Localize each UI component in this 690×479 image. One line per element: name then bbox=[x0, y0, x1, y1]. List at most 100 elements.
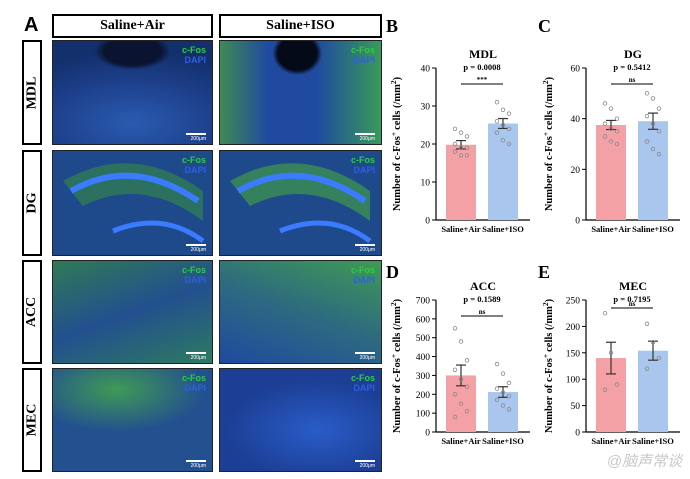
panel-e-ytick-label: 150 bbox=[566, 349, 581, 359]
panel-b-point-1 bbox=[506, 111, 512, 116]
panel-b-point-1 bbox=[494, 118, 500, 124]
panel-b-point-0 bbox=[458, 145, 464, 150]
panel-c-point-0 bbox=[602, 101, 608, 106]
panel-d-point-1 bbox=[494, 361, 500, 367]
panel-d-title: ACC bbox=[470, 279, 496, 293]
panel-d-ytick-label: 500 bbox=[416, 334, 431, 344]
chart-panel-b: B MDL Number of c-Fos+cells (/mm2) 0 10 20 30 4… bbox=[386, 16, 530, 234]
panel-d-point-1 bbox=[494, 397, 500, 403]
panel-a-letter: A bbox=[24, 14, 39, 36]
panel-c-point-0 bbox=[614, 116, 620, 121]
panel-e-ytick-label: 250 bbox=[566, 297, 581, 307]
panel-d-ytick-label: 200 bbox=[416, 391, 431, 401]
panel-c-point-1 bbox=[650, 96, 656, 101]
panel-b-point-0 bbox=[458, 153, 464, 158]
panel-c-title: DG bbox=[624, 47, 642, 61]
panel-b-point-0 bbox=[452, 126, 458, 131]
panel-b-point-0 bbox=[464, 153, 470, 158]
panel-e-point-0 bbox=[608, 350, 614, 355]
panel-d-ytick-label: 0 bbox=[425, 429, 430, 439]
panel-e-category-0: Saline+Air bbox=[591, 436, 631, 446]
panel-c-bar-0 bbox=[596, 125, 626, 220]
panel-d-ytick-label: 600 bbox=[416, 315, 431, 325]
panel-c-ytick-label: 0 bbox=[575, 217, 580, 227]
panel-c-point-1 bbox=[644, 139, 650, 144]
panel-c-category-1: Saline+ISO bbox=[632, 224, 674, 234]
panel-b-point-1 bbox=[500, 137, 506, 143]
panel-c-point-1 bbox=[656, 106, 662, 111]
panel-d-point-1 bbox=[506, 407, 512, 412]
panel-c-pvalue: p = 0.5412 bbox=[613, 62, 650, 72]
panel-d-ytick-label: 100 bbox=[416, 410, 431, 420]
panel-b-point-0 bbox=[464, 145, 470, 150]
panel-d-point-0 bbox=[464, 358, 470, 363]
micrograph-mdl-iso: c-Fos DAPI 200μm bbox=[219, 40, 382, 145]
panel-c-point-0 bbox=[602, 121, 608, 126]
micrograph-mdl-air: c-Fos DAPI 200μm bbox=[52, 40, 213, 145]
panel-d-point-0 bbox=[452, 392, 458, 397]
panel-e-ytick-label: 100 bbox=[566, 376, 581, 386]
panel-c-sig-label: ns bbox=[629, 76, 636, 84]
panel-e-ylabel: Number of c-Fos+cells (/mm2) bbox=[541, 298, 555, 433]
micrograph-acc-iso: c-Fos DAPI 200μm bbox=[219, 260, 382, 364]
panel-d-category-0: Saline+Air bbox=[441, 436, 481, 446]
panel-e-letter: E bbox=[538, 262, 550, 282]
panel-b-bar-0 bbox=[446, 144, 476, 220]
panel-b-category-0: Saline+Air bbox=[441, 224, 481, 234]
panel-e-point-0 bbox=[602, 311, 608, 316]
panel-c-letter: C bbox=[538, 16, 551, 36]
panel-c-point-1 bbox=[644, 113, 650, 119]
panel-d-ytick-label: 400 bbox=[416, 353, 431, 363]
panel-e-pvalue: p = 0.7195 bbox=[613, 294, 650, 304]
dg-hippocampus-shape bbox=[63, 163, 205, 244]
panel-b-ytick-label: 20 bbox=[421, 141, 431, 151]
panel-d-sig-label: ns bbox=[479, 308, 486, 316]
panel-b-bar-1 bbox=[488, 123, 518, 220]
panel-d-point-0 bbox=[458, 376, 464, 382]
panel-d-pvalue: p = 0.1589 bbox=[463, 294, 500, 304]
panel-e-point-1 bbox=[644, 366, 650, 371]
panel-b-ytick-label: 0 bbox=[425, 217, 430, 227]
panel-b-point-1 bbox=[500, 122, 506, 128]
panel-d-point-0 bbox=[452, 367, 458, 372]
panel-d-ytick-label: 700 bbox=[416, 297, 431, 307]
panel-c-point-0 bbox=[614, 129, 620, 134]
panel-e-point-0 bbox=[602, 387, 608, 392]
panel-c-bar-1 bbox=[638, 121, 668, 220]
row-label-dg: DG bbox=[22, 150, 42, 256]
column-header-saline-iso: Saline+ISO bbox=[219, 14, 382, 38]
panel-c-ytick-label: 40 bbox=[571, 115, 581, 125]
panel-d-point-1 bbox=[506, 380, 512, 386]
panel-b-point-0 bbox=[458, 130, 464, 135]
micrograph-acc-air: c-Fos DAPI 200μm bbox=[52, 260, 213, 364]
panel-b-sig-label: *** bbox=[477, 76, 488, 84]
panel-b-point-0 bbox=[452, 149, 458, 154]
panel-b-title: MDL bbox=[469, 47, 497, 61]
panel-c-category-0: Saline+Air bbox=[591, 224, 631, 234]
panel-e-category-1: Saline+ISO bbox=[632, 436, 674, 446]
panel-e-point-1 bbox=[650, 340, 656, 345]
panel-d-ylabel: Number of c-Fos+cells (/mm2) bbox=[389, 298, 403, 433]
panel-d-point-0 bbox=[458, 339, 464, 344]
watermark: @脑声常谈 bbox=[606, 453, 682, 470]
micrograph-mec-air: c-Fos DAPI 200μm bbox=[52, 368, 213, 472]
panel-d-point-0 bbox=[452, 414, 458, 420]
panel-b-ytick-label: 30 bbox=[421, 103, 431, 113]
panel-e-sig-label: ns bbox=[629, 300, 636, 308]
panel-d-point-1 bbox=[494, 386, 500, 391]
panel-d-point-0 bbox=[464, 384, 470, 389]
row-label-mec: MEC bbox=[22, 368, 42, 472]
panel-b-point-1 bbox=[500, 107, 506, 112]
row-label-acc: ACC bbox=[22, 260, 42, 364]
panel-d-point-1 bbox=[506, 393, 512, 399]
chart-panel-c: C DG Number of c-Fos+cells (/mm2) 0 20 40 60 Sa… bbox=[538, 16, 680, 234]
panel-d-point-0 bbox=[464, 409, 470, 414]
panel-d-category-1: Saline+ISO bbox=[482, 436, 524, 446]
panel-b-ytick-label: 40 bbox=[421, 65, 431, 75]
panel-d-point-1 bbox=[500, 403, 506, 408]
panel-b-point-1 bbox=[494, 99, 500, 105]
panel-b-point-1 bbox=[494, 130, 500, 135]
panel-e-point-1 bbox=[656, 355, 662, 361]
panel-d-point-1 bbox=[500, 371, 506, 376]
panel-d-ytick-label: 300 bbox=[416, 372, 431, 382]
